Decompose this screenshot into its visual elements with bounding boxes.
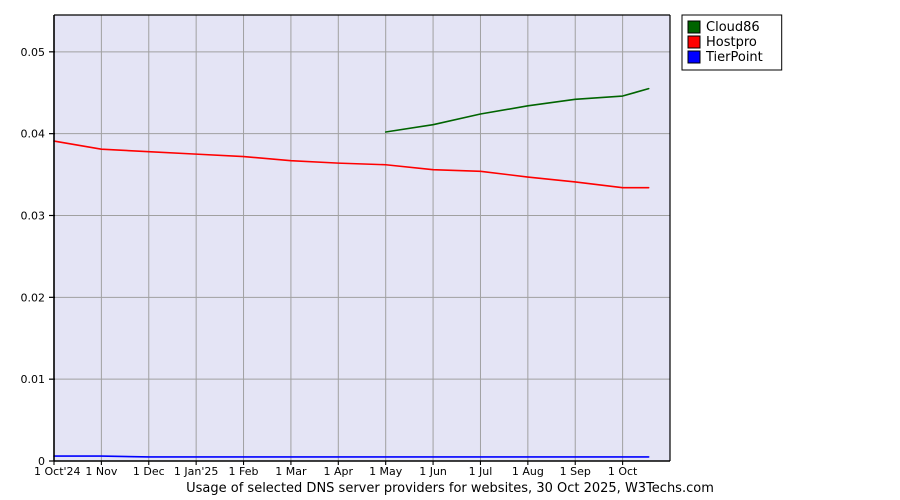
y-axis-tick-label: 0.03 [21,209,46,222]
y-axis-tick-label: 0 [38,455,45,468]
x-axis-tick-label: 1 Jun [419,465,447,478]
y-axis-tick-labels: 0 0.01 0.02 0.03 0.04 0.05 [21,46,55,468]
legend-swatch-tierpoint[interactable] [687,50,701,64]
x-axis-tick-label: 1 Mar [275,465,307,478]
y-axis-tick-label: 0.02 [21,291,46,304]
x-axis-tick-labels: 1 Oct'24 1 Nov 1 Dec 1 Jan'25 1 Feb 1 Mar 1 Ap… [34,461,638,478]
x-axis-tick-label: 1 Apr [324,465,354,478]
grid-lines [54,15,670,461]
x-axis-tick-label: 1 Oct [608,465,638,478]
x-axis-tick-label: 1 Nov [85,465,117,478]
x-axis-tick-label: 1 Oct'24 [34,465,81,478]
x-axis-tick-label: 1 Sep [560,465,591,478]
y-axis-tick-label: 0.05 [21,46,46,59]
series-line-cloud86 [384,87,650,133]
legend-label-hostpro[interactable]: Hostpro [706,35,757,50]
series-line-tierpoint [53,455,650,458]
x-axis-tick-label: 1 Dec [133,465,165,478]
x-axis-tick-label: 1 Jul [469,465,493,478]
series-lines [53,87,650,458]
legend-swatch-cloud86[interactable] [687,20,701,34]
legend-label-cloud86[interactable]: Cloud86 [706,20,760,35]
legend-swatch-hostpro[interactable] [687,35,701,49]
x-axis-tick-label: 1 Jan'25 [174,465,218,478]
legend-label-tierpoint[interactable]: TierPoint [705,50,763,65]
y-axis-tick-label: 0.04 [21,128,46,141]
series-line-hostpro [53,140,650,189]
x-axis-tick-label: 1 Aug [512,465,544,478]
chart-caption: Usage of selected DNS server providers f… [186,481,714,496]
axis-lines [53,14,671,462]
x-axis-tick-label: 1 May [369,465,403,478]
plot-area-background [54,15,670,461]
y-axis-tick-label: 0.01 [21,373,46,386]
x-axis-tick-label: 1 Feb [229,465,259,478]
